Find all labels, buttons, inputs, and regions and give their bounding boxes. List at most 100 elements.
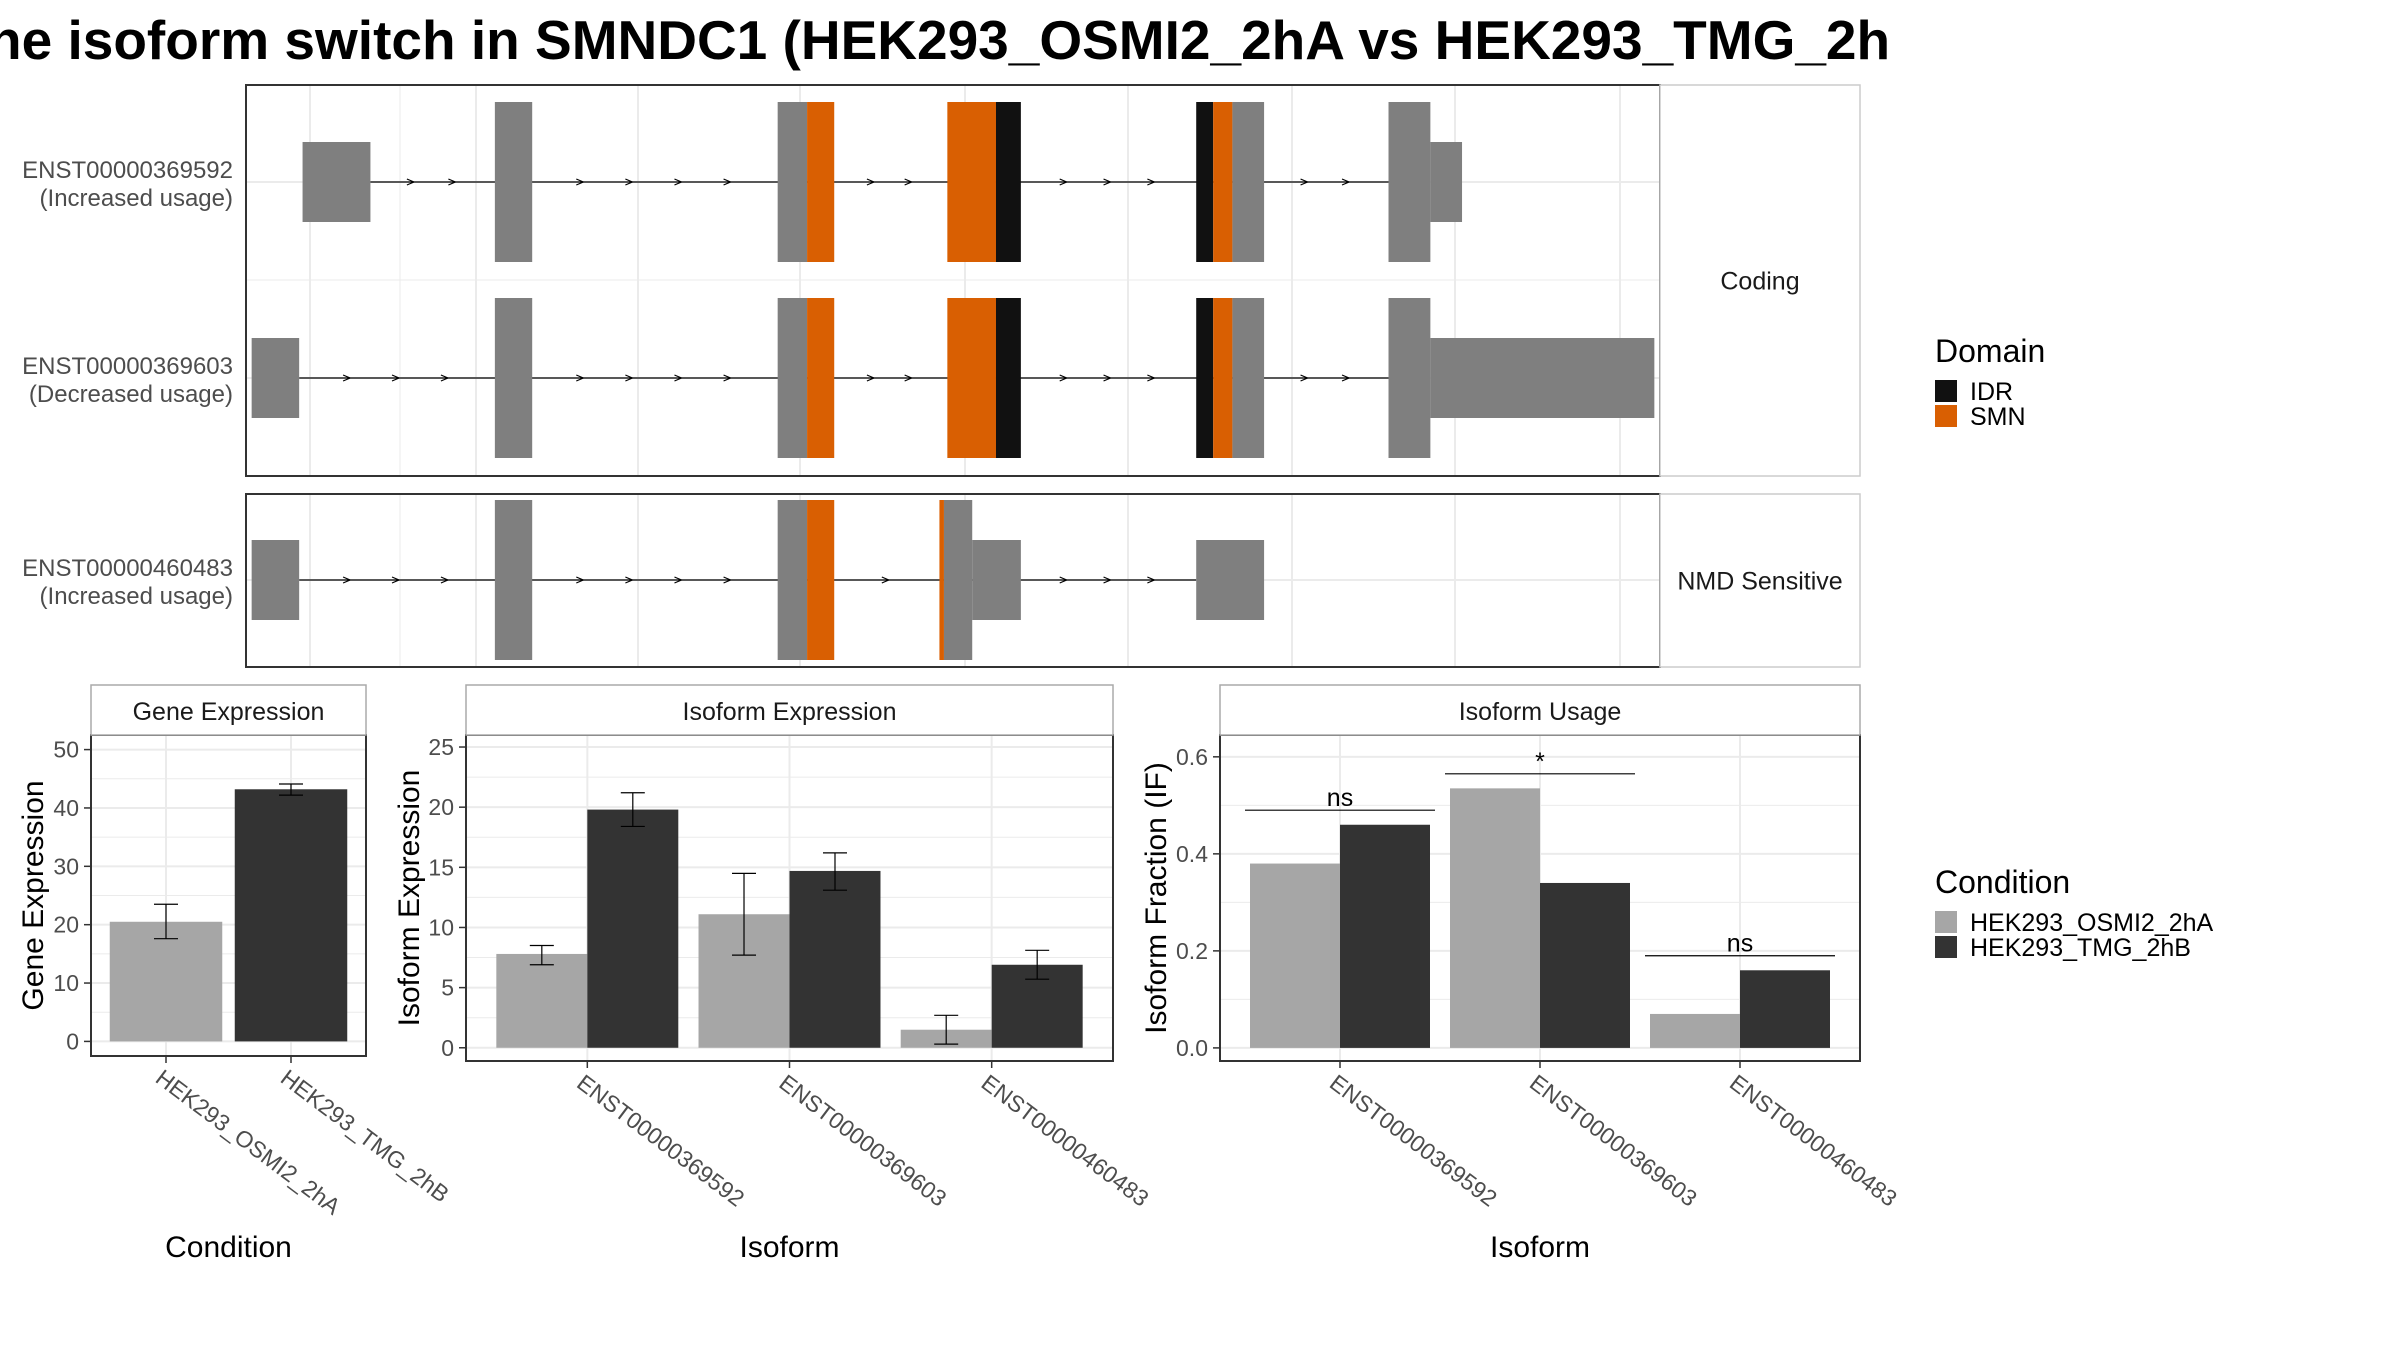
- exon-smn: [1213, 102, 1233, 262]
- x-axis-title: Condition: [165, 1231, 292, 1264]
- exon-smn: [939, 500, 944, 660]
- intron-arrow: [1147, 374, 1156, 382]
- x-tick-label: ENST00000369603: [774, 1069, 951, 1211]
- intron-arrow: [1103, 178, 1113, 186]
- error-bar: [620, 792, 645, 828]
- y-axis-title: Isoform Fraction (IF): [1140, 762, 1173, 1034]
- exon-idr: [1196, 298, 1214, 458]
- intron-arrow: [904, 178, 914, 186]
- intron-arrow: [723, 374, 733, 382]
- intron-arrow: [1059, 374, 1069, 382]
- transcript-usage-label: (Increased usage): [40, 583, 233, 610]
- intron-arrow: [904, 374, 914, 382]
- y-axis-title: Gene Expression: [17, 780, 50, 1010]
- y-tick-label: 40: [53, 795, 79, 821]
- error-bar: [732, 872, 757, 956]
- intron-arrow: [866, 374, 876, 382]
- exon-utr: [1430, 142, 1463, 222]
- error-bar: [1025, 949, 1050, 980]
- y-tick-label: 0: [66, 1028, 79, 1054]
- bar: [109, 921, 223, 1042]
- intron-arrow: [1147, 178, 1156, 186]
- exon-utr: [1196, 540, 1265, 620]
- facet-strip: [1659, 84, 1861, 477]
- significance-label: ns: [1327, 784, 1353, 812]
- intron-arrow: [1147, 576, 1156, 584]
- exon-cds: [777, 298, 808, 458]
- bar: [789, 870, 881, 1048]
- significance-label: *: [1535, 748, 1545, 776]
- exon-cds: [1232, 102, 1265, 262]
- bar: [234, 789, 348, 1042]
- transcript-ENST00000369603: [251, 298, 1655, 458]
- intron-arrow: [576, 576, 585, 584]
- exon-utr: [251, 338, 300, 418]
- y-tick-label: 0.2: [1176, 938, 1208, 964]
- y-tick-label: 10: [53, 970, 79, 996]
- y-tick-label: 30: [53, 853, 79, 879]
- condition-legend-title: Condition: [1935, 864, 2070, 900]
- exon-smn: [947, 102, 996, 262]
- intron-arrow: [1300, 374, 1310, 382]
- y-tick-label: 20: [53, 912, 79, 938]
- facet-strip-label: Isoform Expression: [683, 698, 897, 726]
- intron-arrow: [1103, 374, 1113, 382]
- x-axis-title: Isoform: [739, 1231, 839, 1264]
- x-tick-label: ENST00000369603: [1525, 1069, 1702, 1211]
- intron-arrow: [576, 374, 585, 382]
- intron-arrow: [625, 374, 634, 382]
- intron-arrow: [674, 178, 683, 186]
- intron-arrow: [1103, 576, 1113, 584]
- intron-arrow: [1341, 178, 1351, 186]
- y-tick-label: 0.6: [1176, 744, 1208, 770]
- intron-arrow: [723, 576, 733, 584]
- y-tick-label: 0: [441, 1035, 454, 1061]
- exon-cds: [777, 500, 808, 660]
- intron-arrow: [866, 178, 876, 186]
- gene-structure-panel-1: Coding: [245, 84, 1861, 477]
- gene-structure-panel-2: NMD Sensitive: [245, 493, 1861, 668]
- exon-cds: [494, 102, 533, 262]
- error-bar: [154, 903, 178, 940]
- facet-strip: [1219, 684, 1861, 736]
- exon-smn: [807, 102, 835, 262]
- exon-cds: [1232, 298, 1265, 458]
- y-tick-label: 5: [441, 975, 454, 1001]
- bar: [587, 809, 679, 1048]
- y-tick-label: 0.0: [1176, 1035, 1208, 1061]
- bar: [496, 953, 588, 1048]
- intron-arrow: [1059, 178, 1069, 186]
- intron-arrow: [391, 374, 401, 382]
- condition-legend-key: [1935, 936, 1957, 958]
- exon-cds: [1388, 298, 1431, 458]
- exon-utr: [1430, 338, 1655, 418]
- intron-arrow: [1300, 178, 1310, 186]
- facet-strip: [1659, 493, 1861, 668]
- facet-strip-label: Coding: [1720, 268, 1799, 296]
- x-tick-label: ENST00000460483: [977, 1069, 1154, 1211]
- intron-arrow: [576, 178, 585, 186]
- transcript-ENST00000460483: [251, 500, 1265, 660]
- bar: [1340, 824, 1430, 1048]
- x-tick-label: ENST00000369592: [1325, 1069, 1502, 1211]
- y-tick-label: 50: [53, 737, 79, 763]
- facet-strip: [90, 684, 367, 736]
- domain-legend-key: [1935, 405, 1957, 427]
- y-tick-label: 0.4: [1176, 841, 1208, 867]
- exon-utr: [251, 540, 300, 620]
- facet-strip-label: NMD Sensitive: [1677, 568, 1842, 596]
- y-tick-label: 10: [428, 914, 454, 940]
- bar: [1250, 863, 1340, 1048]
- facet-strip-label: Isoform Usage: [1459, 698, 1622, 726]
- facet-strip-label: Gene Expression: [133, 698, 325, 726]
- intron-arrow: [440, 576, 450, 584]
- transcript-usage-label: (Increased usage): [40, 185, 233, 212]
- transcript-ENST00000369592: [302, 102, 1463, 262]
- domain-legend-title: Domain: [1935, 333, 2045, 369]
- intron-arrow: [391, 576, 401, 584]
- condition-legend-label: HEK293_TMG_2hB: [1970, 934, 2191, 962]
